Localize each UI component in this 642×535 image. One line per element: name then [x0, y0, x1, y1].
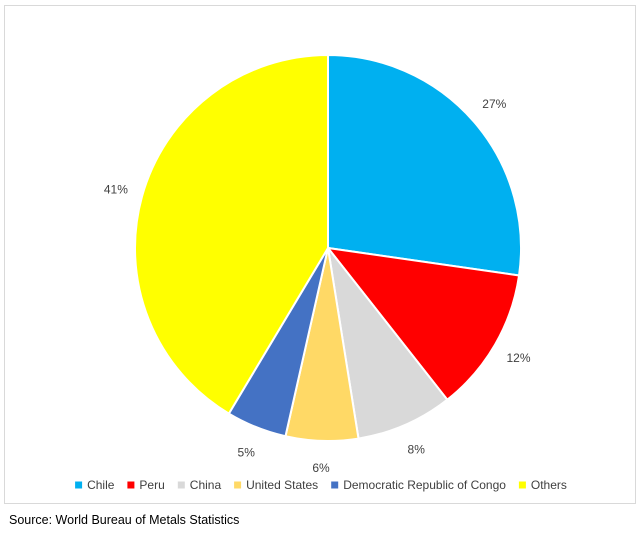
data-label-united-states: 6%	[312, 461, 330, 475]
legend-item-others: Others	[518, 478, 567, 492]
legend-label-others: Others	[531, 478, 567, 492]
data-label-china: 8%	[408, 443, 426, 457]
legend-label-peru: Peru	[139, 478, 164, 492]
legend-swatch-peru	[127, 481, 135, 489]
pie-slices	[134, 53, 522, 443]
data-label-others: 41%	[104, 182, 128, 196]
pie-data-labels: 27% 12% 8% 6% 5% 41%	[104, 97, 531, 475]
legend-item-united-states: United States	[234, 478, 318, 492]
legend-swatch-china	[177, 481, 185, 489]
data-label-democratic-republic-of-congo: 5%	[238, 445, 256, 459]
legend-label-democratic-republic-of-congo: Democratic Republic of Congo	[343, 478, 506, 492]
legend-item-chile: Chile	[75, 478, 115, 492]
pie-slice-peru	[325, 246, 521, 402]
legend: Chile Peru China United States Democratic Re…	[75, 478, 567, 492]
pie-slice-chile	[327, 53, 522, 277]
data-label-chile: 27%	[482, 97, 506, 111]
legend-item-democratic-republic-of-congo: Democratic Republic of Congo	[331, 478, 506, 492]
legend-label-chile: Chile	[87, 478, 115, 492]
source-note: Source: World Bureau of Metals Statistic…	[9, 513, 240, 527]
legend-swatch-democratic-republic-of-congo	[331, 481, 339, 489]
legend-item-china: China	[177, 478, 222, 492]
data-label-peru: 12%	[506, 351, 530, 365]
legend-swatch-united-states	[234, 481, 242, 489]
pie-slice-china	[326, 244, 449, 440]
legend-swatch-chile	[75, 481, 83, 489]
pie-slice-others	[134, 53, 329, 415]
legend-item-peru: Peru	[127, 478, 165, 492]
legend-swatch-others	[518, 481, 526, 489]
legend-label-united-states: United States	[246, 478, 318, 492]
legend-label-china: China	[190, 478, 222, 492]
